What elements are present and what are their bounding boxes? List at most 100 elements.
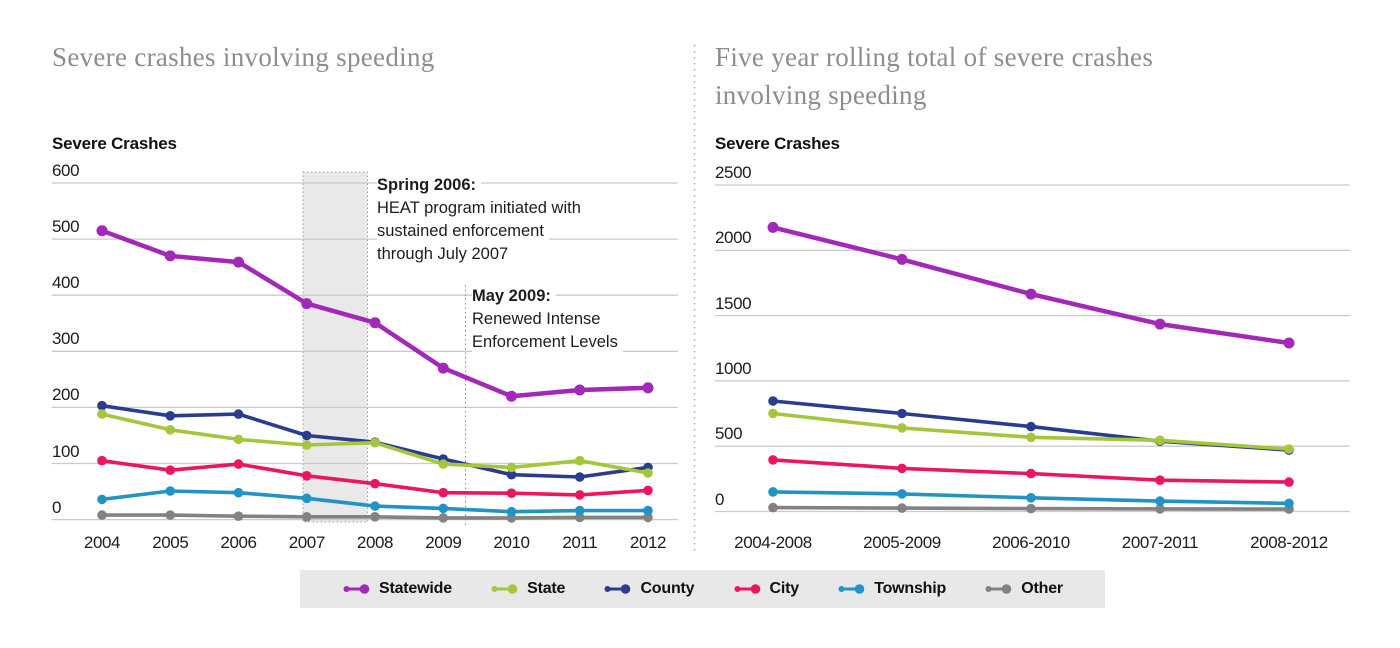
left-y-tick-label: 300: [52, 329, 80, 349]
left-point-township-2004: [97, 494, 107, 505]
left-y-tick-label: 0: [52, 497, 62, 517]
right-point-other-2005-2009: [897, 503, 907, 513]
legend-item-township: Township: [837, 580, 946, 598]
right-point-township-2006-2010: [1026, 493, 1036, 503]
left-y-tick-label: 100: [52, 441, 80, 461]
right-point-statewide-2008-2012: [1283, 337, 1295, 349]
left-x-tick-label: 2009: [425, 533, 462, 552]
right-x-tick-label: 2005-2009: [863, 533, 941, 552]
legend: Statewide State County City Township Other: [300, 570, 1105, 608]
right-point-statewide-2007-2011: [1154, 318, 1166, 330]
left-point-city-2009: [438, 487, 449, 498]
legend-item-county: County: [603, 580, 695, 598]
annotation-may-2009-line: Enforcement Levels: [472, 331, 623, 354]
left-point-state-2005: [165, 425, 176, 435]
right-series-state: [768, 408, 1294, 454]
left-point-city-2010: [506, 488, 517, 499]
legend-label: State: [527, 580, 566, 597]
annotation-may-2009: May 2009: Renewed Intense Enforcement Le…: [472, 285, 623, 354]
left-point-other-2011: [574, 512, 585, 523]
right-point-county-2004-2008: [768, 396, 778, 406]
annotation-spring-2006-line: HEAT program initiated with: [377, 197, 586, 220]
left-point-county-2004: [97, 400, 107, 411]
right-point-county-2006-2010: [1026, 421, 1036, 432]
right-y-tick-label: 2500: [715, 163, 752, 182]
right-point-township-2008-2012: [1284, 498, 1294, 509]
left-series-state: [97, 409, 653, 478]
legend-marker-township-icon: [838, 584, 865, 594]
left-y-tick-label: 200: [52, 385, 80, 405]
left-point-township-2012: [643, 505, 653, 516]
left-point-state-2008: [370, 437, 380, 448]
right-point-city-2004-2008: [768, 455, 778, 465]
left-x-tick-label: 2012: [629, 533, 667, 552]
left-point-township-2008: [370, 501, 380, 511]
heat-program-highlight-band: [302, 171, 368, 523]
right-series-statewide: [767, 221, 1295, 349]
left-point-other-2004: [97, 510, 107, 520]
left-point-township-2010: [506, 506, 517, 517]
left-point-township-2007: [301, 493, 312, 504]
right-line-statewide: [770, 225, 1292, 346]
left-point-city-2012: [643, 485, 653, 496]
left-point-state-2004: [97, 409, 107, 419]
left-y-tick-label: 600: [52, 161, 80, 180]
left-point-township-2009: [438, 503, 449, 514]
right-chart-title-line2: involving speeding: [715, 80, 927, 110]
right-point-state-2004-2008: [768, 408, 778, 419]
legend-marker-city-icon: [734, 584, 760, 594]
right-point-other-2006-2010: [1026, 503, 1036, 514]
left-point-city-2006: [233, 459, 244, 469]
left-point-city-2004: [97, 455, 107, 466]
left-point-statewide-2010: [506, 390, 517, 402]
left-series-statewide: [96, 225, 654, 402]
right-point-city-2005-2009: [897, 463, 907, 474]
legend-label: Township: [874, 580, 947, 597]
left-point-other-2009: [438, 513, 449, 523]
left-x-tick-label: 2007: [288, 533, 326, 552]
left-point-city-2007: [301, 471, 312, 481]
right-point-township-2007-2011: [1155, 496, 1165, 506]
left-point-other-2012: [643, 512, 653, 523]
left-point-statewide-2005: [164, 250, 176, 262]
left-point-county-2011: [574, 472, 585, 482]
right-point-state-2005-2009: [897, 423, 907, 433]
right-x-tick-label: 2006-2010: [992, 533, 1070, 552]
right-point-state-2008-2012: [1284, 444, 1294, 454]
right-point-state-2006-2010: [1026, 432, 1036, 443]
right-x-tick-label: 2007-2011: [1121, 533, 1199, 552]
left-point-other-2007: [301, 512, 312, 522]
legend-label: City: [769, 580, 800, 597]
right-point-state-2007-2011: [1155, 435, 1165, 446]
left-point-statewide-2008: [369, 317, 381, 329]
right-series-other: [768, 502, 1294, 514]
right-y-axis-title: Severe Crashes: [715, 134, 840, 153]
left-point-statewide-2004: [96, 225, 108, 237]
left-y-tick-label: 400: [52, 273, 80, 293]
right-y-tick-label: 0: [715, 489, 725, 509]
left-point-city-2011: [574, 490, 585, 500]
left-series-city: [97, 455, 653, 500]
left-point-other-2008: [370, 512, 380, 522]
right-point-other-2007-2011: [1155, 504, 1165, 514]
right-point-statewide-2004-2008: [767, 221, 779, 233]
annotation-may-2009-line: Renewed Intense: [472, 308, 606, 331]
right-y-tick-label: 2000: [715, 228, 752, 248]
left-point-statewide-2011: [574, 384, 586, 396]
legend-item-other: Other: [984, 580, 1063, 598]
right-point-township-2004-2008: [768, 487, 778, 497]
legend-item-city: City: [733, 580, 799, 598]
left-point-other-2005: [165, 510, 176, 520]
left-chart-title: Severe crashes involving speeding: [52, 42, 435, 72]
left-series-township: [97, 486, 653, 517]
annotation-spring-2006-heading: Spring 2006:: [377, 174, 482, 197]
annotation-spring-2006: Spring 2006: HEAT program initiated with…: [377, 174, 586, 266]
right-point-other-2004-2008: [768, 502, 778, 513]
left-point-state-2011: [574, 455, 585, 466]
right-x-tick-label: 2008-2012: [1250, 533, 1328, 552]
left-point-state-2007: [301, 440, 312, 450]
left-x-tick-label: 2011: [562, 533, 598, 552]
legend-label: Statewide: [379, 580, 452, 597]
